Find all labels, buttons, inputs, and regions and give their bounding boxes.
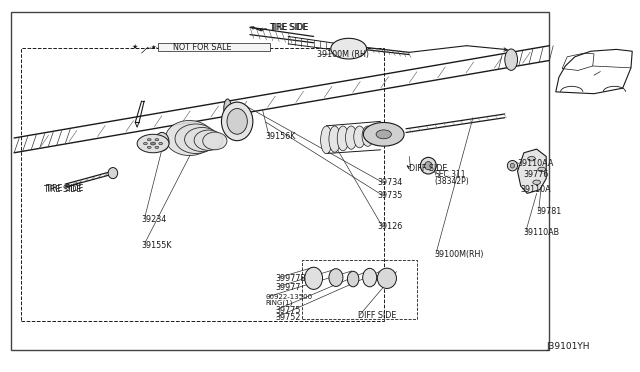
- Circle shape: [147, 146, 151, 148]
- Text: 39776: 39776: [524, 170, 549, 179]
- Circle shape: [331, 38, 367, 59]
- Text: NOT FOR SALE: NOT FOR SALE: [173, 43, 232, 52]
- Ellipse shape: [424, 161, 432, 170]
- Text: TIRE SIDE: TIRE SIDE: [43, 185, 81, 194]
- Ellipse shape: [354, 126, 365, 148]
- Text: (38342P): (38342P): [435, 177, 470, 186]
- Ellipse shape: [305, 267, 323, 289]
- Text: 39734: 39734: [378, 178, 403, 187]
- Text: 39155K: 39155K: [141, 241, 172, 250]
- Ellipse shape: [155, 132, 169, 151]
- Ellipse shape: [108, 167, 118, 179]
- Circle shape: [155, 146, 159, 148]
- Circle shape: [364, 122, 404, 146]
- Text: 39977B: 39977B: [275, 274, 307, 283]
- Bar: [302, 260, 417, 319]
- Bar: [20, 48, 384, 321]
- Ellipse shape: [371, 126, 382, 145]
- Circle shape: [538, 167, 545, 171]
- Ellipse shape: [227, 109, 247, 134]
- Ellipse shape: [337, 126, 349, 151]
- Text: 39110A: 39110A: [521, 185, 551, 194]
- Text: 00922-13500: 00922-13500: [266, 294, 313, 300]
- Ellipse shape: [420, 157, 436, 174]
- Ellipse shape: [184, 128, 220, 151]
- Ellipse shape: [203, 132, 227, 150]
- Ellipse shape: [329, 126, 340, 152]
- Circle shape: [147, 139, 151, 141]
- Text: ★: ★: [150, 45, 156, 50]
- Text: 39977: 39977: [275, 283, 301, 292]
- Circle shape: [150, 142, 156, 145]
- Ellipse shape: [362, 126, 374, 146]
- Ellipse shape: [505, 49, 518, 70]
- Polygon shape: [518, 149, 546, 193]
- Text: RING(1): RING(1): [266, 300, 293, 306]
- Text: 39100M (RH): 39100M (RH): [317, 51, 369, 60]
- Ellipse shape: [194, 130, 223, 150]
- Text: 39156K: 39156K: [266, 132, 296, 141]
- Text: 39781: 39781: [537, 207, 562, 217]
- Text: 39735: 39735: [378, 191, 403, 200]
- Text: 39100M(RH): 39100M(RH): [435, 250, 484, 259]
- Text: TIRE SIDE: TIRE SIDE: [269, 23, 308, 32]
- Text: DIFF SIDE: DIFF SIDE: [358, 311, 397, 320]
- Circle shape: [137, 134, 169, 153]
- Text: 39775: 39775: [275, 306, 301, 315]
- Ellipse shape: [363, 268, 377, 287]
- Ellipse shape: [175, 124, 216, 154]
- Text: TIRE SIDE: TIRE SIDE: [45, 185, 83, 193]
- Circle shape: [155, 139, 159, 141]
- Text: 39126: 39126: [378, 222, 403, 231]
- Ellipse shape: [346, 126, 357, 149]
- Circle shape: [528, 157, 536, 161]
- Ellipse shape: [329, 269, 343, 286]
- Text: 39752: 39752: [275, 313, 301, 322]
- Ellipse shape: [166, 121, 213, 155]
- Ellipse shape: [224, 99, 232, 118]
- Bar: [11, 13, 549, 350]
- Text: DIFF SIDE: DIFF SIDE: [409, 164, 447, 173]
- Ellipse shape: [510, 163, 515, 168]
- Ellipse shape: [348, 271, 359, 287]
- Bar: [158, 43, 269, 51]
- Text: 39110AB: 39110AB: [524, 228, 560, 237]
- Text: 39234: 39234: [141, 215, 167, 224]
- Text: J39101YH: J39101YH: [546, 342, 589, 351]
- Ellipse shape: [508, 161, 518, 171]
- Ellipse shape: [221, 102, 253, 141]
- Circle shape: [143, 142, 147, 145]
- Text: SEC.311: SEC.311: [435, 170, 466, 179]
- Ellipse shape: [321, 126, 332, 154]
- Ellipse shape: [378, 268, 396, 288]
- Circle shape: [376, 130, 392, 139]
- Text: 39110AA: 39110AA: [518, 159, 554, 169]
- Circle shape: [159, 142, 163, 145]
- Text: ★ ......: ★ ......: [132, 44, 154, 50]
- Text: TIRE SIDE: TIRE SIDE: [270, 23, 308, 32]
- Circle shape: [533, 180, 540, 185]
